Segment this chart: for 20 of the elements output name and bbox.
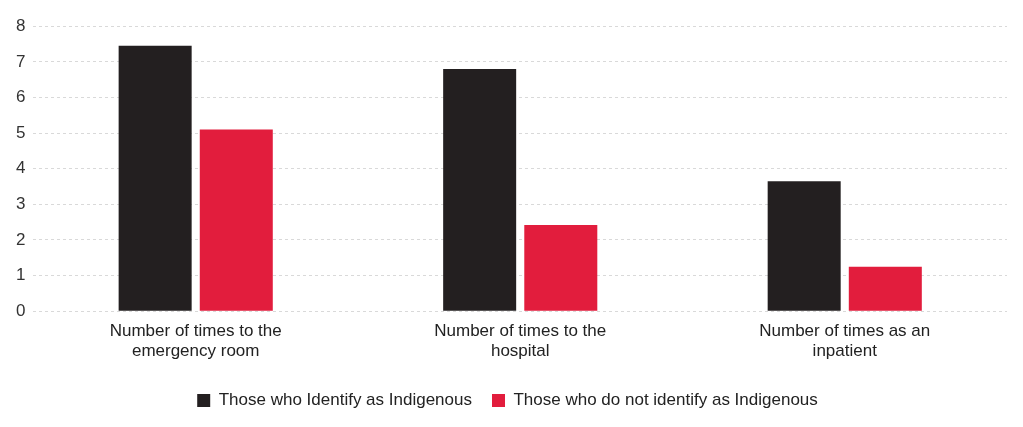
y-tick-label: 5 bbox=[15, 122, 26, 142]
x-tick-label: Number of times to the hospital bbox=[434, 321, 607, 361]
bar bbox=[199, 129, 273, 311]
bar bbox=[848, 266, 922, 311]
y-tick-label: 8 bbox=[15, 15, 26, 35]
legend-label: Those who do not identify as Indigenous bbox=[513, 390, 818, 410]
y-tick-label: 3 bbox=[15, 194, 26, 214]
y-tick-label: 7 bbox=[15, 51, 26, 71]
bar bbox=[118, 45, 192, 311]
x-tick-label: Number of times to the emergency room bbox=[109, 321, 282, 361]
bar bbox=[443, 68, 517, 311]
bar bbox=[524, 224, 598, 311]
legend-label: Those who Identify as Indigenous bbox=[218, 390, 472, 410]
bar bbox=[767, 181, 841, 311]
y-tick-label: 6 bbox=[15, 87, 26, 107]
y-tick-label: 0 bbox=[15, 300, 26, 320]
y-tick-label: 2 bbox=[15, 229, 26, 249]
y-tick-label: 4 bbox=[15, 158, 26, 178]
x-tick-label: Number of times as an inpatient bbox=[759, 321, 931, 361]
y-tick-label: 1 bbox=[15, 265, 26, 285]
